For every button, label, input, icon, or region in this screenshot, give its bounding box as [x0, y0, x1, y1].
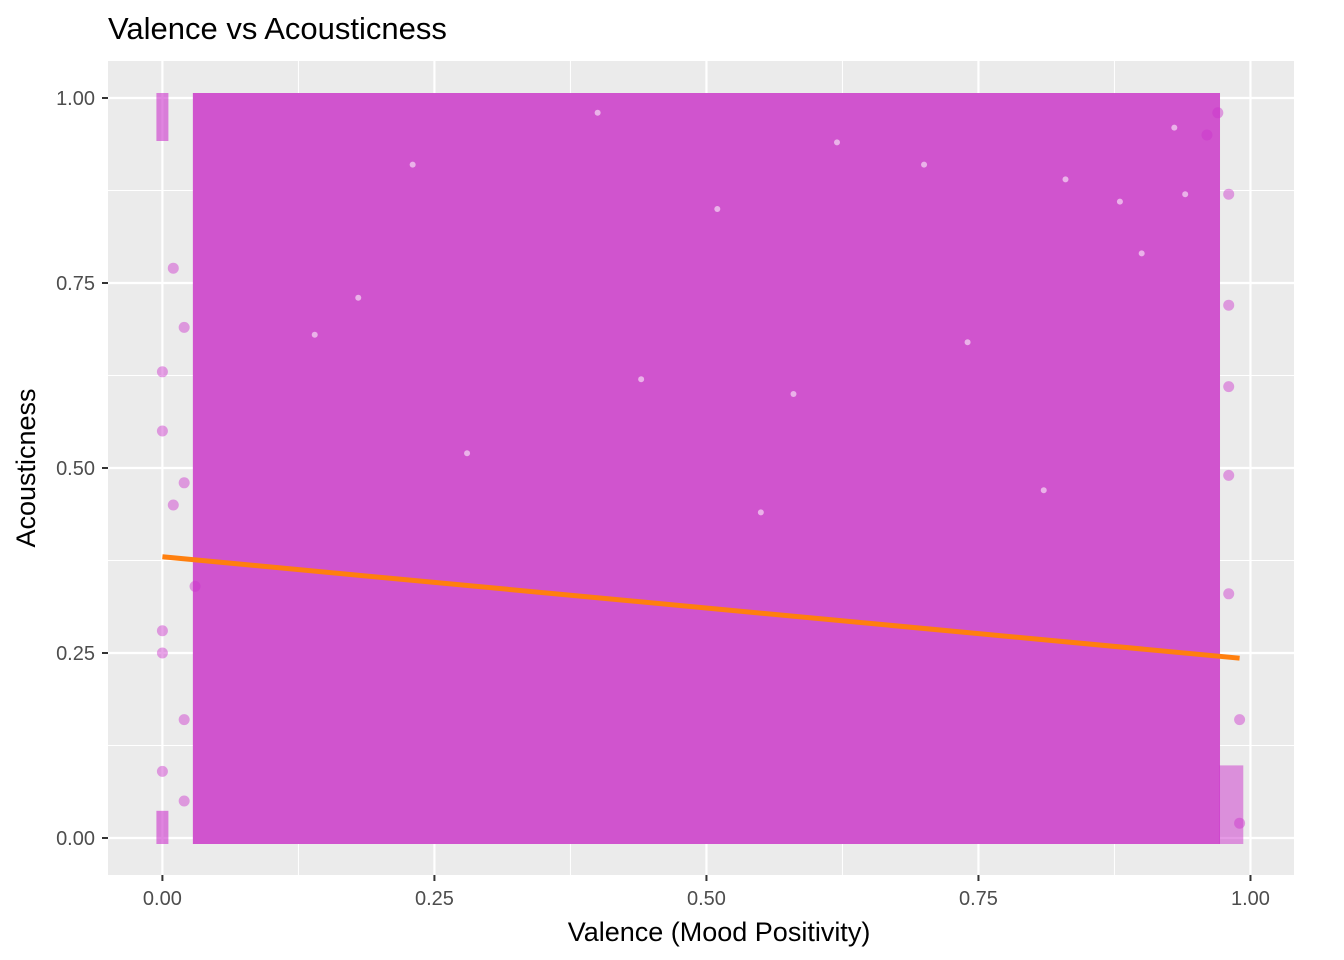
trend-line: [162, 554, 1240, 661]
scatter-points: [156, 93, 1246, 844]
point-column-left-bottom: [156, 810, 169, 844]
scatter-point: [1212, 107, 1224, 119]
density-gap: [355, 294, 362, 301]
scatter-point: [1223, 588, 1235, 600]
scatter-point: [1223, 469, 1235, 481]
x-tick-label: 0.00: [143, 888, 182, 910]
density-gap: [409, 161, 416, 168]
density-gap: [964, 339, 971, 346]
density-gap: [834, 139, 841, 146]
y-tick-label: 0.00: [56, 828, 95, 850]
scatter-point: [156, 647, 168, 659]
scatter-point: [178, 795, 190, 807]
scatter-point: [1234, 817, 1246, 829]
point-column-right-bottom: [1219, 765, 1244, 844]
density-gaps: [311, 109, 1189, 516]
x-axis-title: Valence (Mood Positivity): [568, 917, 871, 947]
scatter-point: [156, 425, 168, 437]
density-gap: [1040, 487, 1047, 494]
point-column-left: [156, 93, 169, 141]
density-gap: [921, 161, 928, 168]
scatter-point: [167, 499, 179, 511]
scatter-point: [167, 262, 179, 274]
y-tick-label: 0.50: [56, 458, 95, 480]
scatter-point: [1234, 714, 1246, 726]
dense-point-cloud: [192, 93, 1221, 844]
scatter-point: [1223, 188, 1235, 200]
x-tick-label: 0.50: [687, 888, 726, 910]
scatter-point: [1201, 129, 1213, 141]
y-axis-ticks: 0.00 0.25 0.50 0.75 1.00: [56, 88, 108, 850]
density-gap: [1062, 176, 1069, 183]
x-tick-label: 1.00: [1231, 888, 1270, 910]
scatter-point: [178, 477, 190, 489]
scatter-point: [178, 321, 190, 333]
scatter-point: [178, 714, 190, 726]
y-tick-label: 0.25: [56, 643, 95, 665]
density-gap: [464, 450, 471, 457]
x-tick-label: 0.25: [415, 888, 454, 910]
density-gap: [790, 391, 797, 397]
y-tick-label: 0.75: [56, 273, 95, 295]
y-tick-label: 1.00: [56, 88, 95, 110]
density-gap: [1171, 124, 1178, 131]
plot-area: [156, 93, 1246, 844]
scatter-point: [156, 366, 168, 378]
density-gap: [1182, 191, 1189, 198]
chart-title: Valence vs Acousticness: [108, 11, 447, 46]
density-gap: [1138, 250, 1145, 257]
density-gap: [638, 376, 645, 383]
scatter-point: [189, 580, 201, 592]
density-gap: [714, 206, 721, 212]
scatter-point: [1223, 381, 1235, 393]
scatter-point: [156, 625, 168, 637]
x-axis-ticks: 0.00 0.25 0.50 0.75 1.00: [143, 875, 1270, 910]
density-gap: [1116, 198, 1123, 205]
x-tick-label: 0.75: [959, 888, 998, 910]
density-gap: [594, 109, 601, 116]
scatter-point: [1223, 299, 1235, 311]
scatter-point: [156, 765, 168, 777]
density-gap: [757, 509, 764, 516]
density-gap: [311, 331, 318, 338]
y-axis-title: Acousticness: [11, 388, 41, 547]
